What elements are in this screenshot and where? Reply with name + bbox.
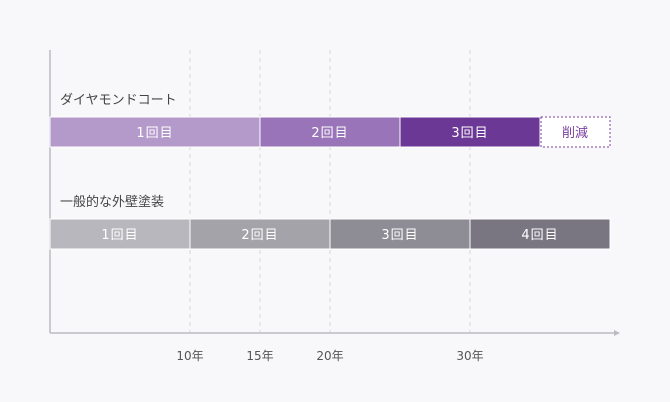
x-tick-label: 20年 <box>316 349 343 363</box>
bar-segment <box>49 218 191 250</box>
segment-label: 2回目 <box>311 126 348 141</box>
segment-label: 2回目 <box>241 228 278 243</box>
bar-segment <box>469 218 611 250</box>
segment-label: 4回目 <box>521 228 558 243</box>
segment-label: 1回目 <box>101 228 138 243</box>
bar-segment <box>399 116 541 148</box>
segment-label: 3回目 <box>381 228 418 243</box>
reduction-segment <box>540 116 611 148</box>
series-label: ダイヤモンドコート <box>60 93 177 108</box>
bar-segment <box>49 116 261 148</box>
bar-segment <box>189 218 331 250</box>
x-tick-label: 15年 <box>246 349 273 363</box>
x-tick-label: 10年 <box>176 349 203 363</box>
segment-label: 1回目 <box>136 126 173 141</box>
reduction-label: 削減 <box>562 125 588 141</box>
x-tick-label: 30年 <box>456 349 483 363</box>
segment-label: 3回目 <box>451 126 488 141</box>
x-axis-arrow-icon <box>614 330 620 336</box>
series-label: 一般的な外壁塗装 <box>60 194 164 210</box>
bar-segment <box>329 218 471 250</box>
